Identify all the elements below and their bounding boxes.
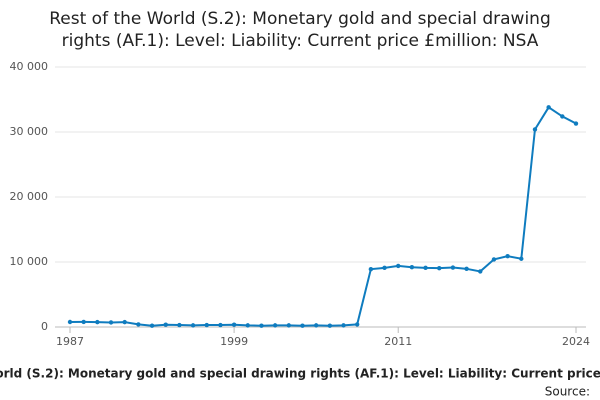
data-point: [546, 105, 551, 110]
data-point: [423, 265, 428, 271]
data-point: [245, 323, 250, 328]
data-point: [382, 265, 387, 271]
footer-title: Rest of the World (S.2): Monetary gold a…: [0, 367, 600, 381]
data-point: [95, 319, 100, 325]
x-tick-label: 2011: [384, 335, 412, 348]
data-point: [177, 322, 182, 328]
data-point: [108, 320, 114, 325]
data-point: [272, 323, 278, 328]
data-point: [437, 265, 442, 271]
y-tick-label: 10 000: [10, 255, 49, 268]
data-point: [464, 266, 469, 272]
data-point: [368, 266, 374, 272]
data-point: [341, 323, 346, 328]
x-tick-label: 1999: [220, 335, 248, 348]
data-point: [491, 257, 497, 262]
data-point: [505, 253, 510, 259]
data-point: [67, 319, 73, 325]
data-point: [396, 263, 401, 269]
data-point: [313, 323, 319, 328]
data-point: [218, 322, 223, 328]
chart-title: rights (AF.1): Level: Liability: Current…: [62, 31, 539, 51]
data-point: [300, 323, 305, 328]
data-point: [286, 323, 292, 328]
data-point: [354, 322, 360, 327]
y-tick-label: 0: [41, 320, 48, 333]
data-line: [69, 105, 577, 327]
data-point: [409, 265, 415, 270]
x-tick-label: 2024: [562, 335, 590, 348]
data-point: [450, 265, 456, 270]
y-tick-label: 30 000: [10, 125, 49, 138]
data-point: [122, 319, 127, 325]
data-point: [136, 322, 141, 327]
data-point: [259, 323, 264, 328]
y-tick-label: 40 000: [10, 60, 49, 73]
data-point: [519, 256, 524, 261]
x-tick-label: 1987: [56, 335, 84, 348]
data-point: [81, 319, 86, 325]
chart-title: Rest of the World (S.2): Monetary gold a…: [49, 9, 551, 29]
data-point: [149, 323, 155, 328]
data-point: [478, 269, 483, 274]
data-point: [204, 322, 209, 328]
y-tick-label: 20 000: [10, 190, 49, 203]
data-point: [231, 322, 237, 327]
data-point: [327, 323, 333, 328]
data-point: [163, 322, 168, 327]
source: Source:: [545, 385, 590, 399]
data-point: [190, 323, 196, 328]
data-point: [573, 121, 579, 126]
data-point: [532, 127, 538, 132]
data-point: [560, 114, 565, 119]
